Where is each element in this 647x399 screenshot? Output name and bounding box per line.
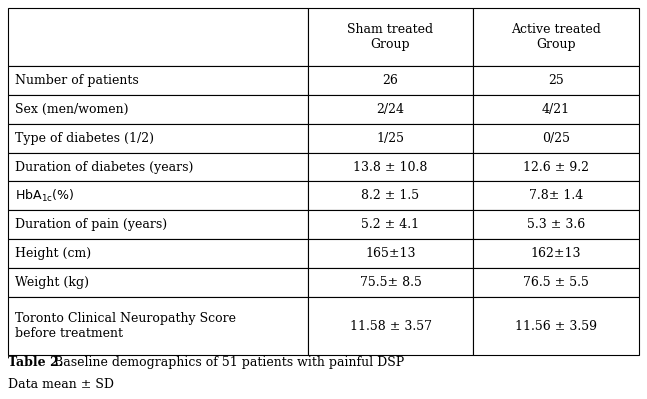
Text: 11.58 ± 3.57: 11.58 ± 3.57 (349, 320, 432, 333)
Bar (8, 210, 308, 239)
Text: Duration of pain (years): Duration of pain (years) (15, 218, 167, 231)
Bar (308, 182, 474, 210)
Bar (474, 152, 639, 182)
Bar (8, 152, 308, 182)
Bar (474, 8, 639, 66)
Text: 5.3 ± 3.6: 5.3 ± 3.6 (527, 218, 586, 231)
Text: Sham treated
Group: Sham treated Group (347, 23, 433, 51)
Bar (474, 182, 639, 210)
Text: Toronto Clinical Neuropathy Score
before treatment: Toronto Clinical Neuropathy Score before… (15, 312, 236, 340)
Text: 162±13: 162±13 (531, 247, 582, 260)
Text: Baseline demographics of 51 patients with painful DSP: Baseline demographics of 51 patients wit… (50, 356, 404, 369)
Text: 165±13: 165±13 (366, 247, 416, 260)
Bar (474, 239, 639, 268)
Bar (308, 297, 474, 355)
Bar (474, 124, 639, 152)
Text: HbA$_{\rm 1c}$(%): HbA$_{\rm 1c}$(%) (15, 188, 74, 204)
Text: 8.2 ± 1.5: 8.2 ± 1.5 (362, 190, 420, 202)
Text: Type of diabetes (1/2): Type of diabetes (1/2) (15, 132, 154, 144)
Text: Height (cm): Height (cm) (15, 247, 91, 260)
Bar (8, 124, 308, 152)
Bar (308, 268, 474, 297)
Bar (308, 95, 474, 124)
Text: Active treated
Group: Active treated Group (511, 23, 601, 51)
Bar (8, 239, 308, 268)
Text: 12.6 ± 9.2: 12.6 ± 9.2 (523, 160, 589, 174)
Bar (8, 182, 308, 210)
Bar (474, 297, 639, 355)
Bar (8, 66, 308, 95)
Bar (8, 95, 308, 124)
Text: 25: 25 (548, 74, 564, 87)
Bar (474, 268, 639, 297)
Text: 0/25: 0/25 (542, 132, 570, 144)
Text: Weight (kg): Weight (kg) (15, 276, 89, 289)
Bar (8, 297, 308, 355)
Bar (308, 8, 474, 66)
Text: 2/24: 2/24 (377, 103, 404, 116)
Bar (474, 210, 639, 239)
Text: 13.8 ± 10.8: 13.8 ± 10.8 (353, 160, 428, 174)
Text: 76.5 ± 5.5: 76.5 ± 5.5 (523, 276, 589, 289)
Bar (8, 8, 308, 66)
Text: Duration of diabetes (years): Duration of diabetes (years) (15, 160, 193, 174)
Text: 1/25: 1/25 (377, 132, 404, 144)
Bar (308, 152, 474, 182)
Text: 75.5± 8.5: 75.5± 8.5 (360, 276, 421, 289)
Text: 26: 26 (382, 74, 399, 87)
Text: 5.2 ± 4.1: 5.2 ± 4.1 (362, 218, 420, 231)
Bar (474, 66, 639, 95)
Text: 7.8± 1.4: 7.8± 1.4 (529, 190, 584, 202)
Text: 11.56 ± 3.59: 11.56 ± 3.59 (515, 320, 597, 333)
Bar (8, 268, 308, 297)
Text: Sex (men/women): Sex (men/women) (15, 103, 129, 116)
Text: 4/21: 4/21 (542, 103, 570, 116)
Text: Data mean ± SD: Data mean ± SD (8, 378, 114, 391)
Bar (308, 66, 474, 95)
Bar (308, 210, 474, 239)
Text: Number of patients: Number of patients (15, 74, 138, 87)
Bar (308, 239, 474, 268)
Bar (308, 124, 474, 152)
Text: Table 2.: Table 2. (8, 356, 63, 369)
Bar (474, 95, 639, 124)
